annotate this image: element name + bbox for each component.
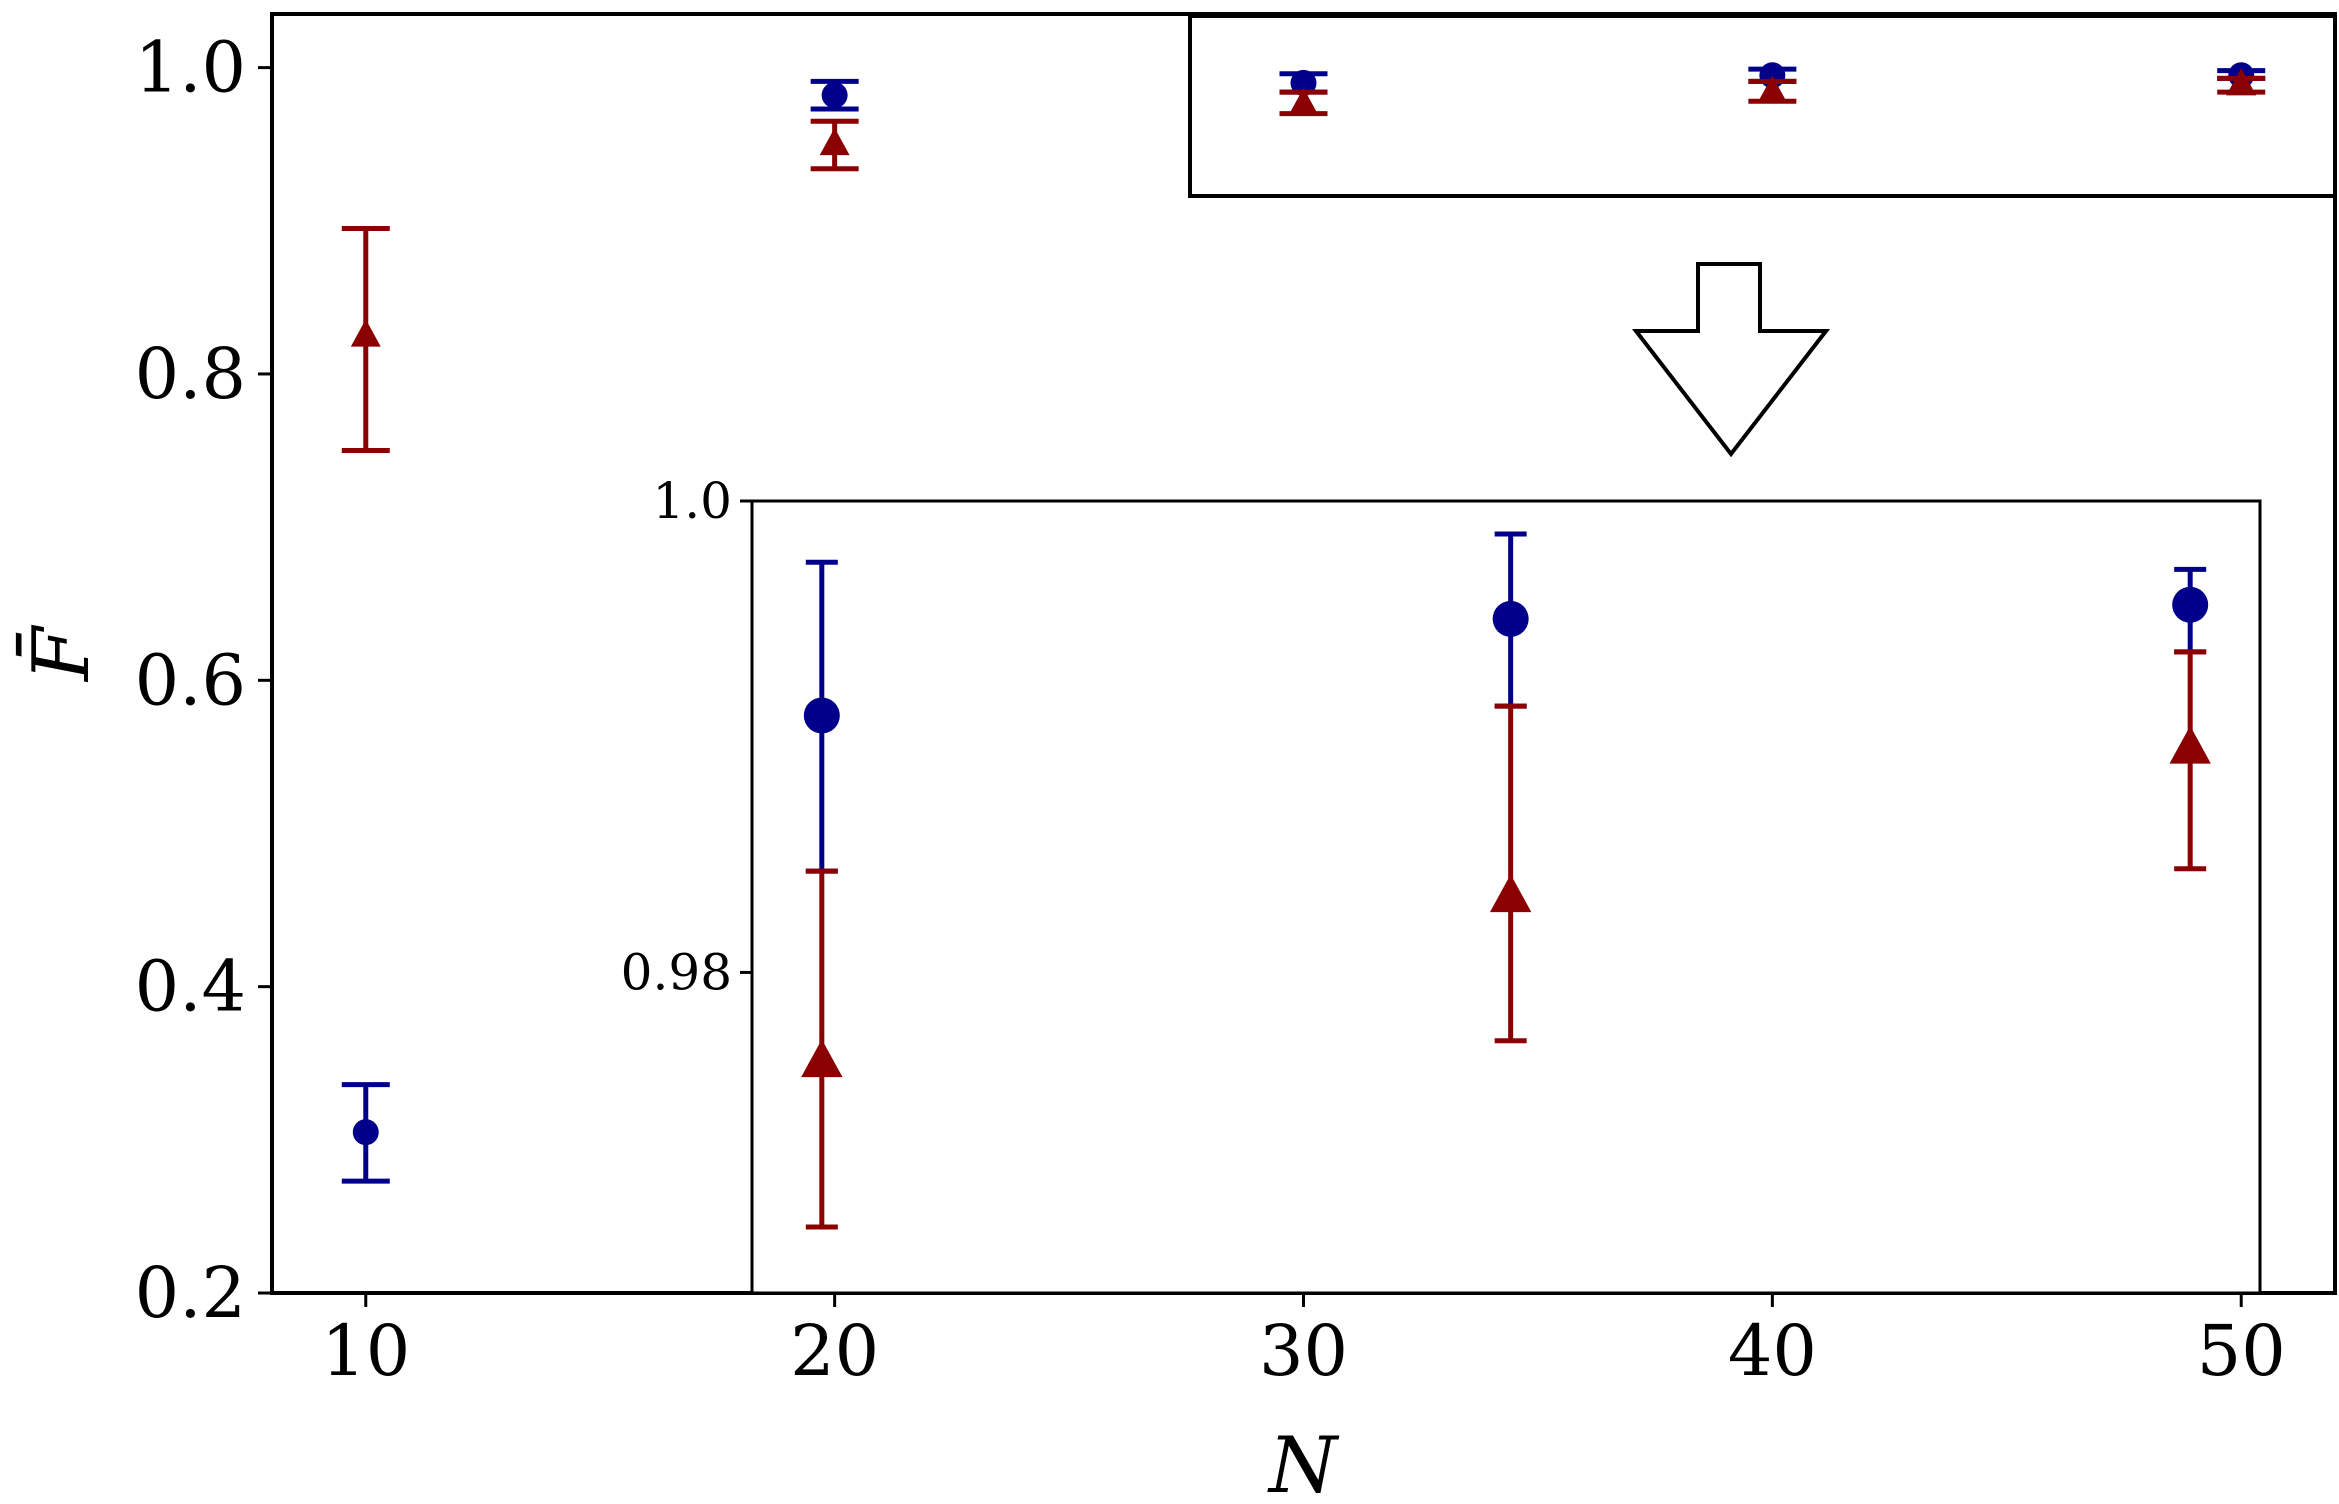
- inset-data-marks: [801, 531, 2211, 1230]
- y-axis-label: F̄: [15, 624, 107, 683]
- data-point-circle: [1290, 69, 1317, 96]
- zoom-arrow-icon: [1631, 262, 1831, 458]
- data-point-circle: [803, 697, 840, 734]
- data-point-triangle: [819, 127, 850, 156]
- data-point-circle: [2172, 586, 2209, 623]
- main-data-marks: [341, 62, 2266, 1184]
- data-point-triangle: [1489, 874, 1532, 913]
- y-tick-label: 0.2: [135, 1252, 246, 1334]
- inset-y-tick-label: 1.0: [652, 472, 732, 530]
- main-axis-ticks: 10 20 30 40 50 0.2 0.4 0.6 0.8 1.0: [135, 27, 2286, 1392]
- data-point-circle: [821, 82, 848, 109]
- y-tick-label: 0.8: [135, 333, 246, 415]
- data-point-circle: [1492, 600, 1529, 637]
- y-tick-label: 0.6: [135, 639, 246, 721]
- x-tick-label: 30: [1259, 1310, 1348, 1392]
- x-tick-label: 40: [1728, 1310, 1817, 1392]
- data-point-circle: [352, 1119, 379, 1146]
- data-point-triangle: [801, 1039, 843, 1078]
- data-point-triangle: [1288, 87, 1319, 116]
- y-tick-label: 0.4: [135, 946, 246, 1028]
- data-point-triangle: [2169, 725, 2211, 764]
- y-tick-label: 1.0: [135, 27, 246, 109]
- data-point-triangle: [350, 319, 381, 347]
- data-point-triangle: [2226, 68, 2257, 96]
- x-tick-label: 50: [2197, 1310, 2286, 1392]
- x-axis-label: N: [1267, 1421, 1340, 1504]
- x-tick-label: 20: [790, 1310, 879, 1392]
- x-tick-label: 10: [321, 1310, 410, 1392]
- zoom-highlight-box: [1188, 14, 2337, 198]
- inset-y-tick-label: 0.98: [621, 943, 732, 1001]
- data-point-triangle: [1757, 75, 1788, 104]
- inset-axis-ticks: 0.98 1.0: [621, 472, 752, 1001]
